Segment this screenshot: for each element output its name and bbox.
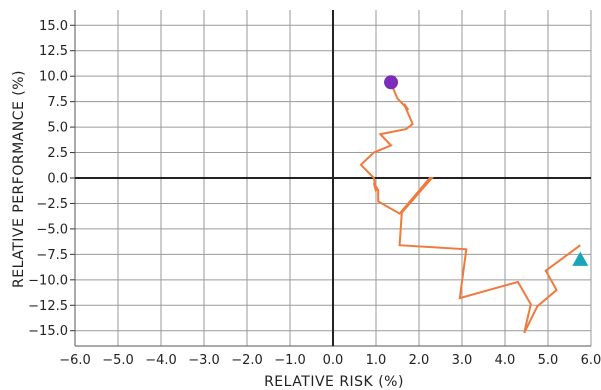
y-tick-label: 7.5 [47, 95, 68, 110]
x-tick-label: 6.0 [581, 353, 601, 368]
y-tick-label: 5.0 [47, 121, 68, 136]
y-tick-labels: 15.0 12.5 10.0 7.5 5.0 2.5 0.0 −2.5 −5.0 −7.5 −10.… [28, 19, 68, 339]
x-tick-label: 4.0 [495, 353, 516, 368]
markers-group [384, 75, 589, 266]
x-tick-label: −3.0 [188, 353, 220, 368]
x-axis-title: RELATIVE RISK (%) [264, 374, 404, 390]
x-tick-label: −5.0 [102, 353, 134, 368]
y-tick-label: 0.0 [47, 172, 68, 187]
y-tick-label: −12.5 [28, 299, 68, 314]
x-tick-label: −1.0 [274, 353, 306, 368]
series-line [359, 82, 581, 334]
y-tick-label: 10.0 [39, 70, 68, 85]
x-tick-label: 3.0 [452, 353, 473, 368]
y-tick-label: −15.0 [28, 324, 68, 339]
y-tick-label: −10.0 [28, 273, 68, 288]
y-tick-label: −2.5 [36, 197, 68, 212]
series-group [359, 82, 581, 334]
y-tick-label: 15.0 [39, 19, 68, 34]
start-marker [384, 75, 399, 90]
x-tick-label: −6.0 [59, 353, 91, 368]
zero-axes [74, 10, 591, 347]
x-tick-label: 5.0 [538, 353, 559, 368]
y-tick-label: 2.5 [47, 146, 68, 161]
x-tick-label: −4.0 [145, 353, 177, 368]
y-tick-label: −7.5 [36, 248, 68, 263]
x-tick-labels: −6.0 −5.0 −4.0 −3.0 −2.0 −1.0 0.0 1.0 2.0 3.0 4.0 5… [59, 353, 601, 368]
x-tick-label: −2.0 [231, 353, 263, 368]
y-axis-title: RELATIVE PERFORMANCE (%) [11, 70, 27, 288]
y-tick-label: 12.5 [39, 44, 68, 59]
x-tick-label: 1.0 [366, 353, 387, 368]
y-tick-label: −5.0 [36, 222, 68, 237]
end-marker [572, 251, 589, 266]
x-tick-label: 2.0 [409, 353, 430, 368]
x-tick-label: 0.0 [323, 353, 344, 368]
